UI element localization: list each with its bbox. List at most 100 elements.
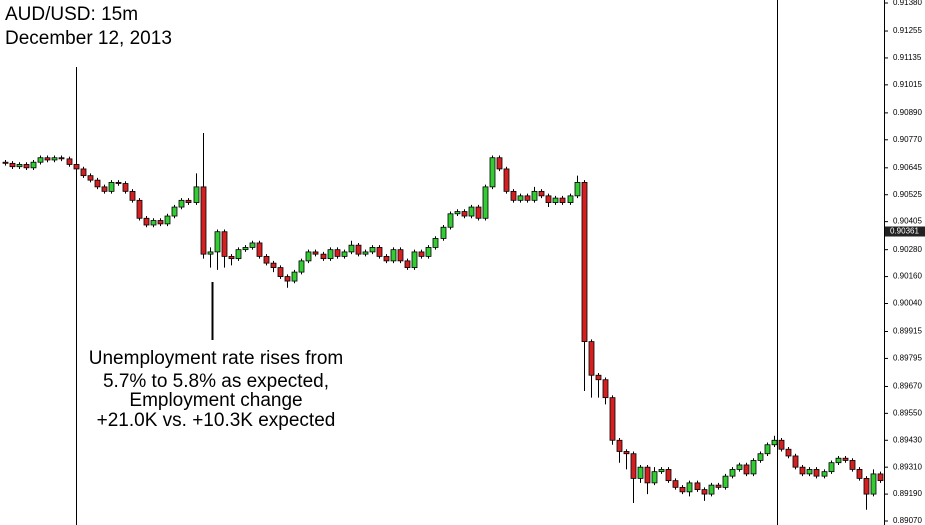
candle-body [341,251,348,257]
candle-body [496,157,503,170]
candle-body [30,161,37,169]
y-tick-label: 0.91135 [893,53,922,62]
candle-body [122,183,129,192]
candle-body [750,460,757,475]
y-tick-label: 0.90525 [893,190,922,199]
candle-body [37,157,44,163]
candle-body [665,469,672,482]
chart-title: AUD/USD: 15m [5,4,138,25]
candle-body [715,484,722,488]
candle-body [595,374,602,381]
candle-body [651,471,658,484]
candle-body [44,157,51,161]
candle-body [510,190,517,201]
candle-body [701,489,708,495]
candle-body [694,482,701,491]
candle-body [806,469,813,475]
candle-body [425,247,432,257]
candle-body [171,206,178,217]
candle-body [454,211,461,215]
candle-body [856,469,863,479]
candle-body [376,247,383,257]
candle-body [80,168,87,177]
candle-body [390,249,397,262]
candle-body [51,157,58,161]
candle-body [9,162,16,168]
candle-body [609,397,616,441]
annotation: Unemployment rate rises from 5.7% to 5.8… [89,348,343,431]
candle-body [129,190,136,201]
chart-subtitle: December 12, 2013 [5,28,172,49]
candle-body [581,181,588,343]
candle-body [291,271,298,282]
candle-body [849,460,856,470]
candle-body [221,231,228,257]
candle-body [200,186,207,255]
candle-body [87,175,94,181]
y-tick-label: 0.90160 [893,272,922,281]
candle-body [468,206,475,217]
candle-body [404,260,411,269]
annotation-line: 5.7% to 5.8% as expected, [103,371,329,392]
candle-body [764,444,771,455]
candle-body [312,251,319,255]
candle-body [778,439,785,450]
candle-body [23,164,30,169]
candle-body [736,464,743,470]
candle-body [672,480,679,488]
annotation-line: Unemployment rate rises from [89,348,343,369]
y-tick-label: 0.90280 [893,245,922,254]
candle-body [835,457,842,464]
candle-body [270,262,277,269]
candle-body [348,244,355,253]
candle-body [263,255,270,264]
current-price-box [885,226,925,237]
candle-body [489,157,496,188]
candle-body [298,260,305,273]
candle-body [207,251,214,255]
candle-body [686,482,693,493]
candle-body [545,195,552,203]
candle-body [242,247,249,251]
y-tick-label: 0.89070 [893,516,922,525]
candle-body [821,471,828,477]
candle-body [157,220,164,225]
candle-body [559,197,566,203]
candle-body [799,466,806,475]
annotation-line: Employment change [129,390,302,411]
candle-body [870,473,877,495]
candle-body [440,226,447,239]
candle-body [482,186,489,219]
candle-body [150,220,157,226]
candle-body [214,231,221,253]
candle-body [792,455,799,468]
candle-body [73,164,80,170]
y-tick-label: 0.89430 [893,435,922,444]
candle-body [574,181,581,197]
candles [2,133,884,510]
y-tick-label: 0.89795 [893,354,922,363]
candle-body [708,484,715,495]
candle-body [320,253,327,260]
candle-body [101,186,108,192]
candle-body [637,466,644,479]
candle-body [503,168,510,192]
candle-body [383,255,390,262]
candle-body [863,477,870,495]
candle-body [16,164,23,168]
candle-body [679,486,686,493]
candle-body [256,242,263,257]
candle-body [771,439,778,446]
y-tick-label: 0.91380 [893,0,922,7]
candle-body [397,249,404,262]
y-tick-label: 0.90405 [893,217,922,226]
candle-body [602,379,609,399]
candle-body [842,457,849,461]
candle-body [524,195,531,201]
candle-body [228,255,235,260]
annotation-line: +21.0K vs. +10.3K expected [97,410,336,431]
candle-body [552,197,559,203]
candle-body [369,247,376,253]
y-tick-label: 0.90770 [893,135,922,144]
